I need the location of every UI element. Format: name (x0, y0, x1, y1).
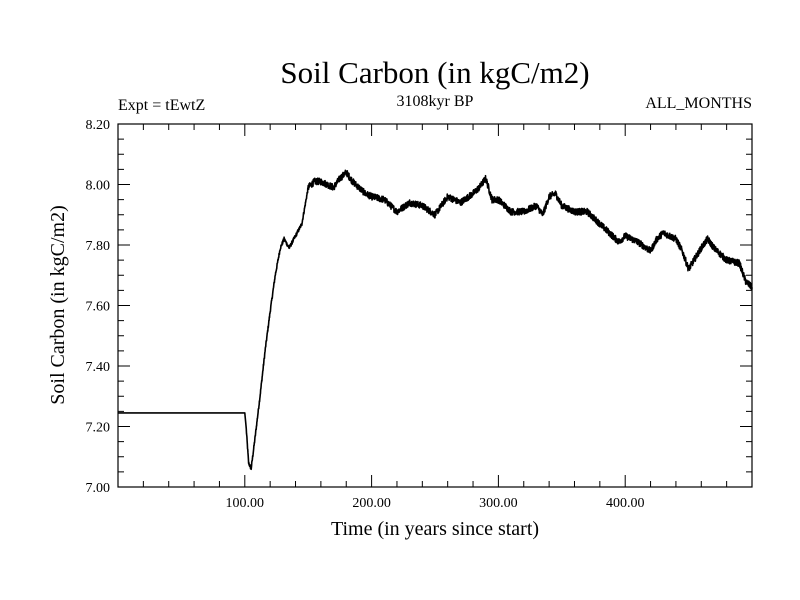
y-axis-label: Soil Carbon (in kgC/m2) (47, 205, 69, 404)
y-tick-label: 7.60 (86, 300, 111, 315)
x-tick-label: 100.00 (226, 496, 265, 511)
x-tick-label: 200.00 (352, 496, 391, 511)
y-tick-label: 7.20 (86, 421, 111, 436)
y-tick-label: 8.20 (86, 118, 111, 133)
x-tick-label: 400.00 (606, 496, 645, 511)
plot-frame (117, 123, 753, 488)
x-axis: 100.00 200.00 300.00 400.00 (142, 124, 728, 511)
x-tick-label: 300.00 (479, 496, 518, 511)
x-axis-label: Time (in years since start) (331, 518, 539, 540)
series-layer (117, 169, 753, 471)
y-tick-label: 7.00 (86, 481, 111, 496)
series-line-soil-carbon (117, 169, 753, 471)
y-tick-label: 7.80 (86, 239, 111, 254)
y-axis: 7.00 7.20 7.40 7.60 7.80 8.00 8.20 (86, 118, 752, 496)
experiment-label: Expt = tEwtZ (118, 97, 205, 114)
months-label: ALL_MONTHS (645, 95, 752, 112)
chart-title: Soil Carbon (in kgC/m2) (280, 55, 589, 90)
y-tick-label: 7.40 (86, 360, 111, 375)
chart-subtitle: 3108kyr BP (397, 93, 474, 110)
y-tick-label: 8.00 (86, 179, 111, 194)
